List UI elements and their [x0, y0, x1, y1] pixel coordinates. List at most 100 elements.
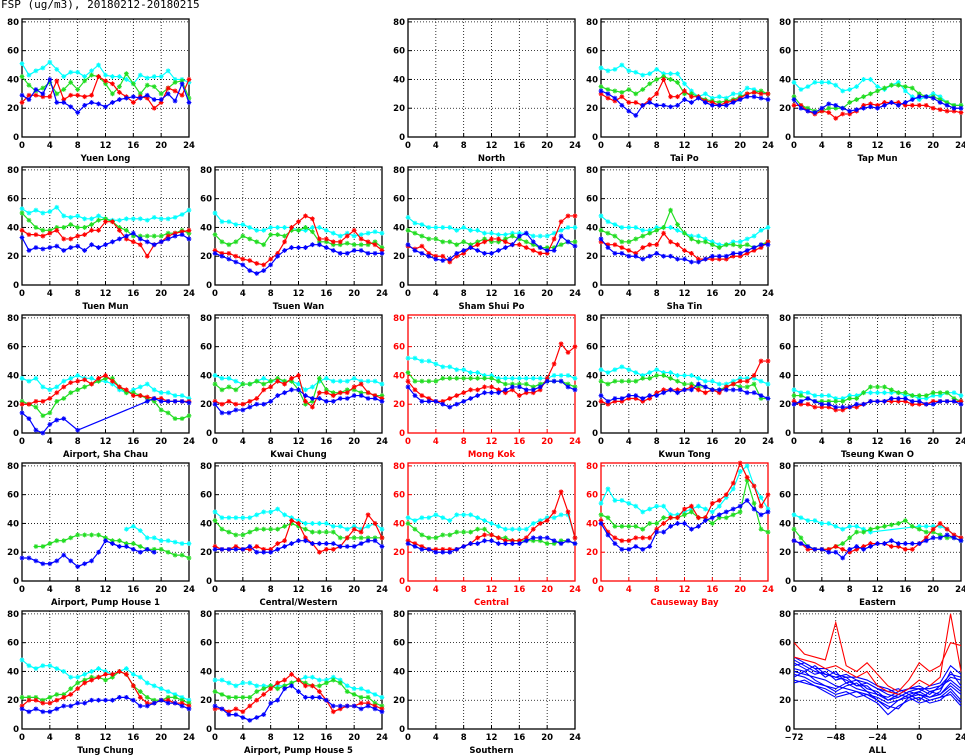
y-tick-label: 20: [393, 696, 405, 706]
x-tick-label: 8: [654, 585, 660, 595]
data-point-green: [668, 375, 673, 381]
data-point-cyan: [158, 216, 164, 222]
data-point-green: [151, 84, 157, 90]
data-point-blue: [723, 253, 729, 259]
data-point-green: [447, 532, 453, 538]
data-point-red: [537, 521, 543, 526]
data-point-red: [344, 233, 350, 239]
data-point-green: [68, 686, 74, 692]
data-point-cyan: [89, 669, 94, 674]
data-point-green: [303, 680, 308, 686]
panel-title: Tung Chung: [77, 746, 134, 755]
data-point-blue: [461, 398, 467, 404]
data-point-cyan: [875, 390, 880, 396]
data-point-green: [737, 243, 743, 249]
data-point-red: [282, 538, 287, 544]
data-point-red: [96, 375, 101, 381]
x-tick-label: 8: [268, 585, 274, 595]
data-point-red: [544, 375, 550, 381]
data-point-blue: [82, 102, 88, 108]
data-point-blue: [110, 697, 115, 703]
data-point-blue: [440, 258, 446, 263]
data-point-green: [54, 225, 60, 230]
data-point-green: [405, 521, 411, 526]
data-point-red: [889, 398, 894, 404]
data-point-cyan: [496, 232, 501, 238]
data-point-green: [930, 529, 936, 535]
data-point-green: [261, 242, 267, 248]
data-point-blue: [633, 393, 639, 398]
data-point-cyan: [565, 512, 571, 518]
data-point-green: [61, 396, 67, 401]
data-point-green: [551, 541, 557, 546]
data-point-blue: [240, 407, 246, 413]
data-point-blue: [151, 700, 157, 706]
data-point-blue: [117, 544, 122, 549]
data-point-red: [516, 242, 522, 248]
y-tick-label: 80: [7, 314, 19, 324]
data-point-blue: [958, 538, 964, 544]
data-point-blue: [544, 248, 550, 253]
data-point-blue: [68, 245, 74, 250]
data-point-blue: [730, 100, 736, 105]
data-point-blue: [151, 97, 157, 102]
data-point-red: [240, 256, 246, 262]
data-point-red: [682, 506, 687, 512]
all-series-line-blue: [793, 673, 962, 701]
data-point-cyan: [930, 393, 936, 398]
y-tick-label: 40: [7, 519, 19, 529]
data-point-blue: [405, 242, 411, 248]
data-point-green: [716, 100, 722, 105]
data-point-cyan: [558, 512, 564, 518]
data-point-blue: [675, 521, 680, 526]
data-point-green: [482, 526, 487, 532]
data-point-green: [261, 686, 267, 692]
data-point-blue: [344, 396, 350, 401]
data-point-blue: [212, 546, 218, 552]
x-tick-label: 12: [293, 437, 305, 447]
y-tick-label: 80: [586, 314, 598, 324]
data-point-green: [330, 529, 336, 535]
data-point-blue: [61, 416, 67, 422]
data-point-blue: [330, 248, 336, 253]
x-tick-label: 0: [19, 437, 25, 447]
data-point-red: [68, 236, 74, 242]
data-point-red: [289, 518, 294, 523]
x-tick-label: 24: [955, 585, 965, 595]
data-point-cyan: [640, 373, 646, 378]
y-tick-label: 80: [7, 18, 19, 28]
plot-frame: [21, 166, 190, 286]
data-point-blue: [875, 398, 880, 404]
data-point-red: [572, 344, 578, 350]
plot-frame: [600, 166, 769, 286]
data-point-green: [826, 105, 832, 111]
data-point-green: [647, 521, 653, 526]
data-point-blue: [40, 246, 46, 252]
data-point-green: [689, 236, 694, 242]
data-point-cyan: [689, 506, 694, 512]
panel-title: Kwai Chung: [270, 450, 327, 460]
data-point-cyan: [516, 375, 522, 381]
data-point-red: [26, 697, 32, 703]
data-point-red: [26, 232, 32, 238]
x-tick-label: 4: [47, 141, 53, 151]
data-point-blue: [702, 384, 708, 390]
data-point-cyan: [682, 373, 687, 378]
data-point-cyan: [496, 523, 501, 529]
x-tick-label: 8: [75, 141, 81, 151]
data-point-red: [440, 253, 446, 259]
data-point-red: [489, 384, 494, 390]
data-point-cyan: [172, 539, 178, 545]
data-point-blue: [605, 532, 611, 538]
x-tick-label: 4: [626, 141, 632, 151]
data-point-green: [337, 242, 343, 248]
data-point-blue: [558, 541, 564, 546]
data-point-green: [937, 390, 943, 396]
data-point-cyan: [96, 62, 101, 68]
data-point-cyan: [730, 239, 736, 245]
data-point-green: [440, 375, 446, 381]
data-point-blue: [661, 102, 667, 108]
data-point-red: [530, 526, 536, 532]
data-point-green: [310, 529, 315, 535]
data-point-cyan: [179, 694, 185, 700]
